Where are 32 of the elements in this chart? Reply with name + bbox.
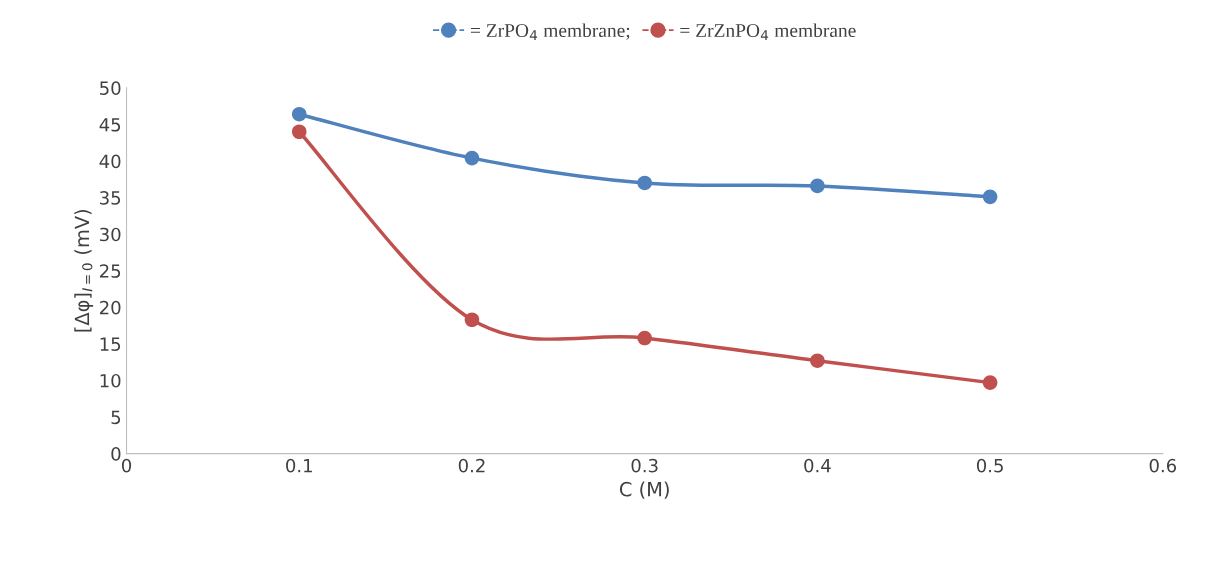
point [464,150,480,166]
point [982,189,998,205]
point [982,375,998,390]
x-tick-label: 0 [121,458,132,473]
point [291,106,307,122]
x-tick-label: 0.4 [804,458,831,473]
x-axis-title: C (M) [619,481,669,499]
y-axis-title: [Δφ]$_{I=0}$ (mV) [74,209,94,332]
x-tick-label: 0.2 [458,458,485,473]
y-tick-label: 10 [100,373,121,388]
y-tick-label: 30 [100,227,121,242]
point [637,330,652,346]
point [291,124,307,140]
point [637,175,652,191]
y-tick-label: 40 [99,154,121,169]
legend-label: = ZrZnPO$_{4}$ membrane [680,23,856,41]
point [464,312,480,328]
y-tick-label: 35 [100,191,121,205]
y-tick-label: 15 [100,337,121,351]
y-tick-label: 5 [111,410,121,425]
y-tick-label: 50 [100,81,121,95]
y-tick-label: 20 [100,300,121,315]
x-tick-label: 0.3 [631,458,658,473]
y-tick-label: 0 [111,447,121,461]
x-tick-label: 0.1 [286,458,312,473]
y-tick-label: 25 [100,264,121,278]
x-tick-label: 0.5 [976,458,1003,473]
y-tick-label: 45 [99,118,121,132]
legend-label: = ZrPO$_{4}$ membrane; [470,23,630,41]
point [810,178,825,194]
point [810,353,825,368]
x-tick-label: 0.6 [1149,458,1177,473]
